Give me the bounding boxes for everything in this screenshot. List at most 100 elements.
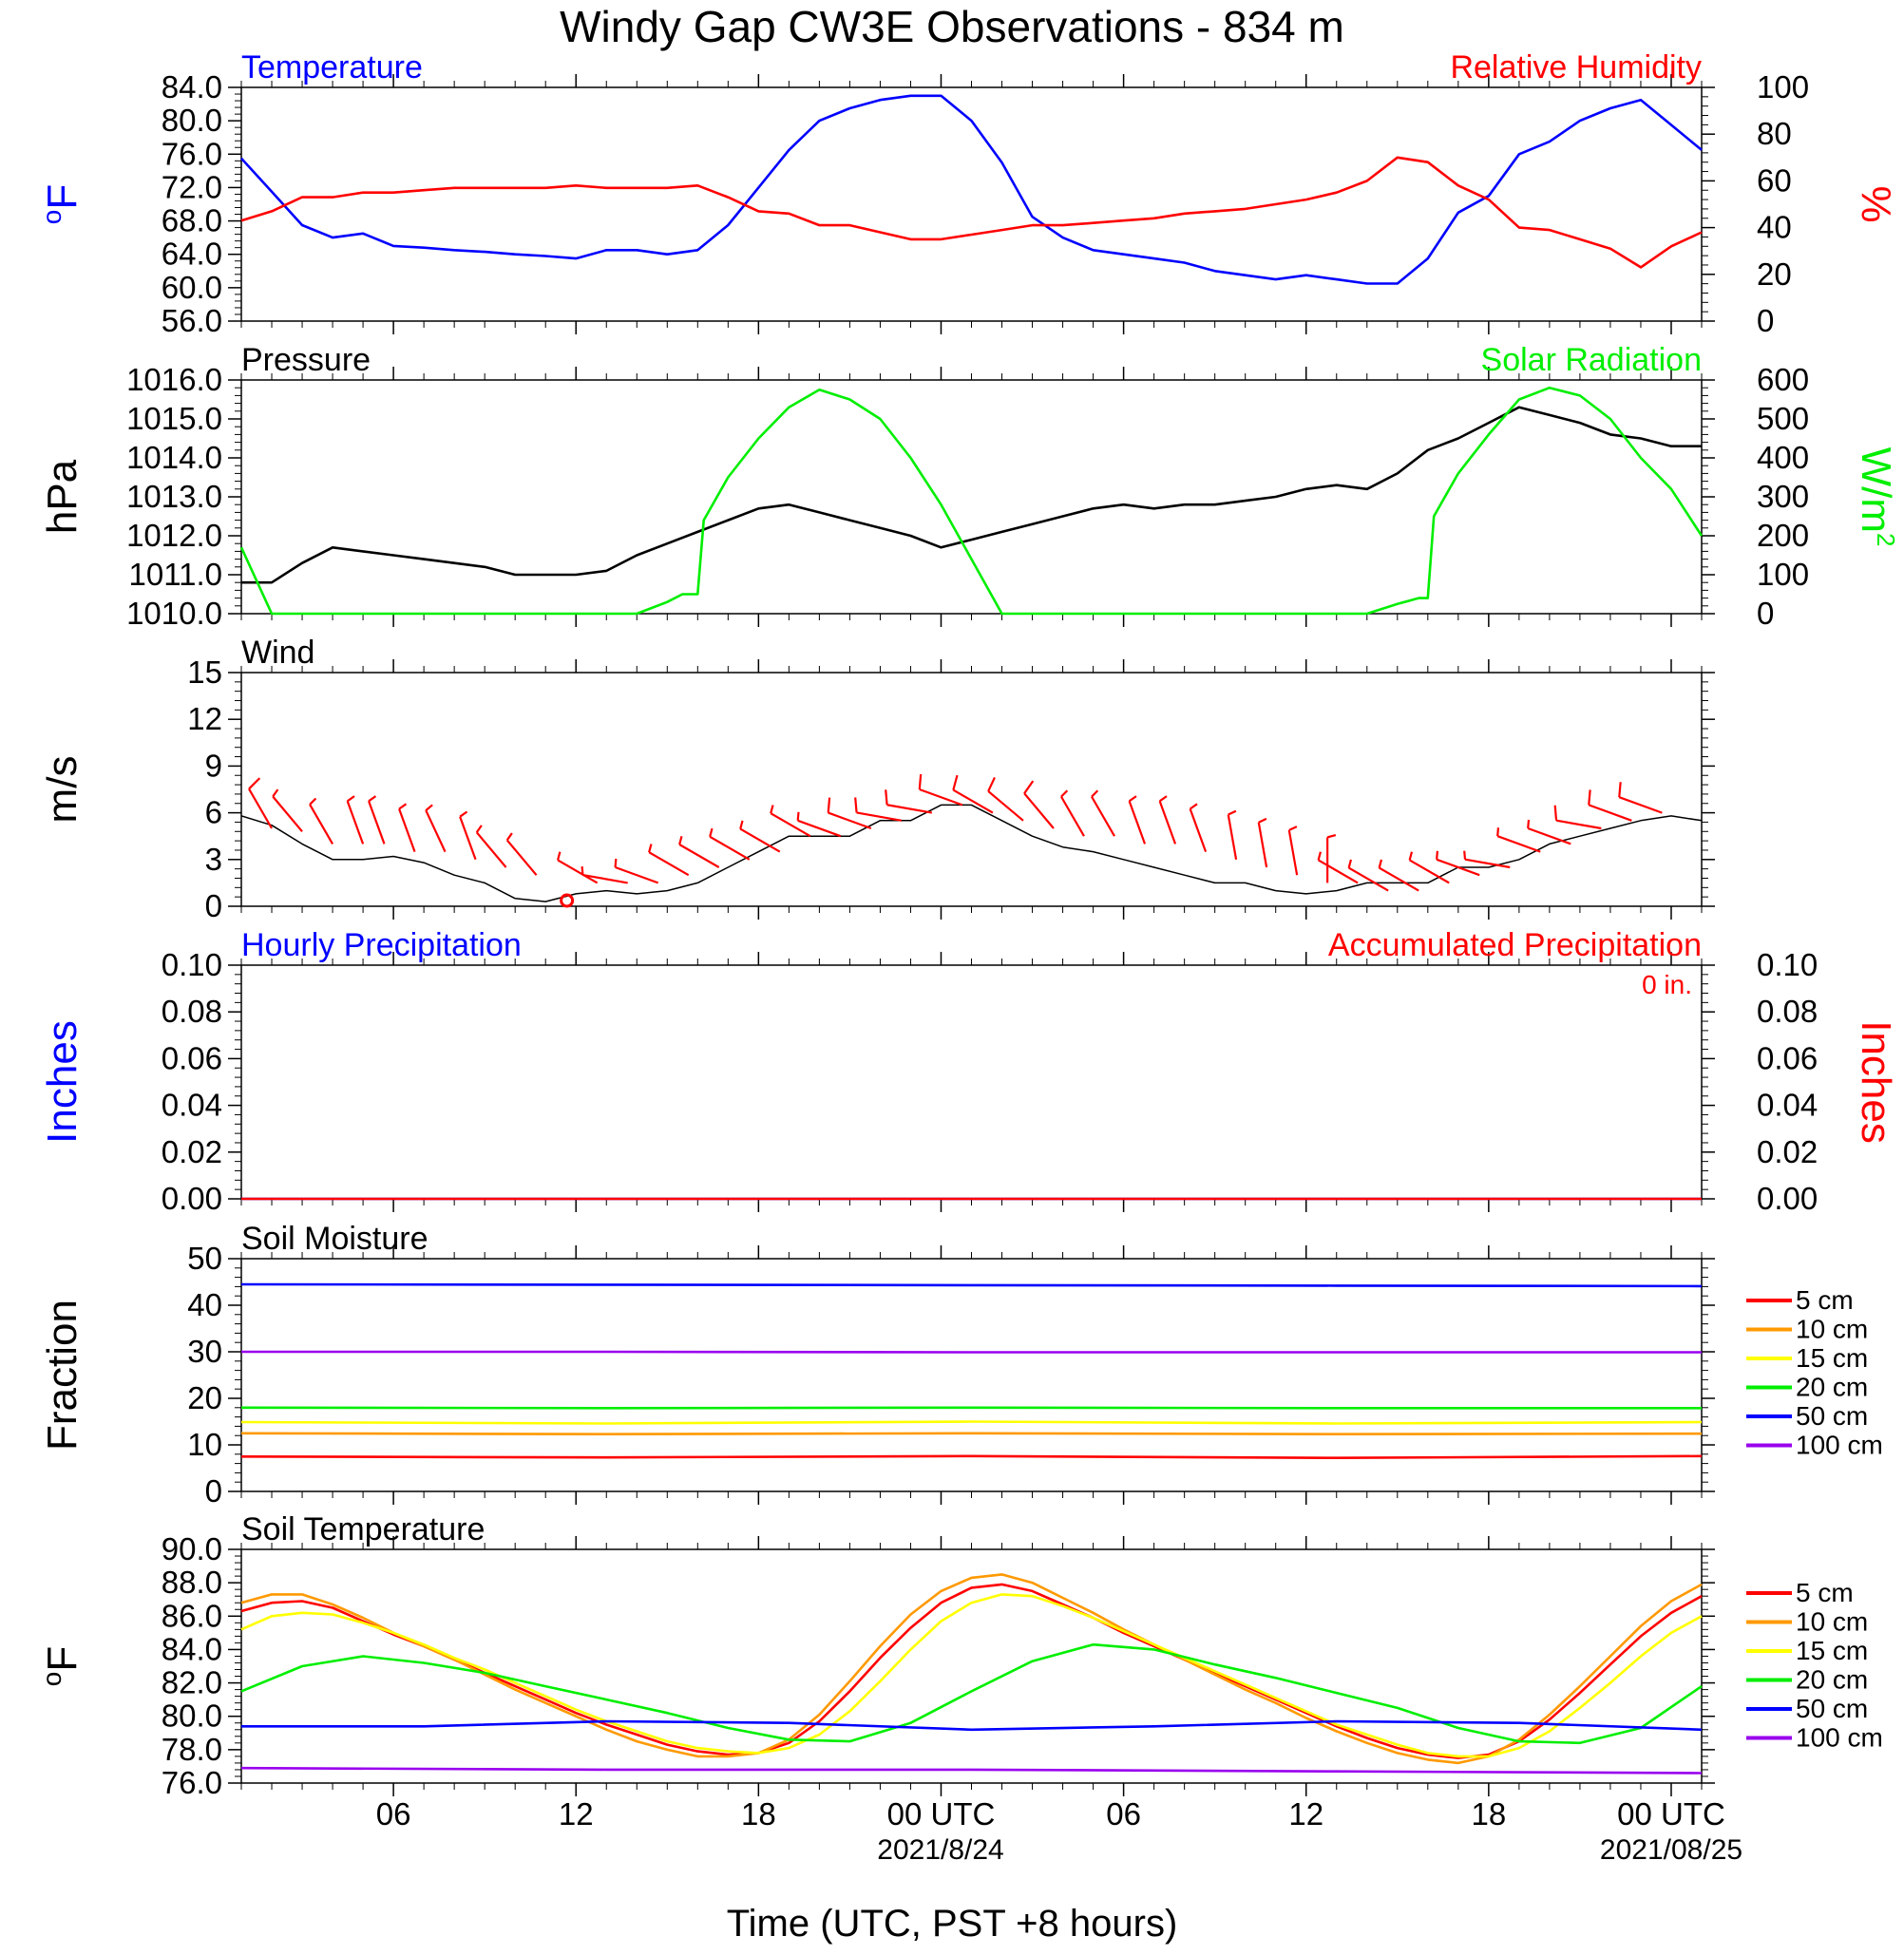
wind-barb-flag bbox=[1618, 782, 1622, 798]
wind-barb bbox=[1318, 859, 1359, 884]
wind-barb-flag bbox=[425, 804, 433, 811]
wind-barb-flag bbox=[739, 820, 744, 829]
wind-barb bbox=[248, 788, 273, 829]
y-tick-label-left: 78.0 bbox=[162, 1732, 222, 1767]
series-line-50-cm bbox=[241, 1719, 1703, 1732]
wind-barb-flag bbox=[770, 805, 774, 814]
legend-label: 50 cm bbox=[1796, 1401, 1868, 1431]
wind-barb bbox=[952, 788, 994, 814]
y-axis-label-left: Fraction bbox=[39, 1300, 86, 1451]
wind-barb-flag bbox=[398, 803, 408, 810]
y-tick-label-left: 0.10 bbox=[162, 947, 222, 982]
wind-barb-flag bbox=[918, 773, 923, 790]
wind-barb bbox=[475, 831, 507, 868]
legend-label: 50 cm bbox=[1796, 1694, 1868, 1723]
panel-title-left: Soil Temperature bbox=[241, 1511, 485, 1547]
wind-barb-flag bbox=[614, 858, 618, 868]
y-tick-label-right: 40 bbox=[1757, 210, 1792, 245]
wind-barb bbox=[557, 859, 599, 884]
wind-barb-flag bbox=[1553, 805, 1558, 821]
y-tick-label-left: 0 bbox=[205, 1473, 222, 1509]
y-tick-label-left: 15 bbox=[187, 655, 222, 690]
wind-barb bbox=[1436, 858, 1480, 877]
wind-barb bbox=[739, 827, 781, 853]
wind-barb bbox=[1379, 866, 1419, 892]
y-tick-label-right: 500 bbox=[1757, 401, 1809, 436]
wind-barb bbox=[582, 873, 628, 884]
y-tick-label-left: 20 bbox=[187, 1380, 222, 1415]
legend-label: 15 cm bbox=[1796, 1636, 1868, 1665]
y-tick-label-left: 50 bbox=[187, 1241, 222, 1276]
legend-label: 10 cm bbox=[1796, 1607, 1868, 1637]
x-date-label-2: 2021/08/25 bbox=[1600, 1834, 1742, 1866]
wind-barb-flag bbox=[709, 827, 714, 838]
y-tick-label-left: 0.00 bbox=[162, 1181, 222, 1216]
wind-barb-flag bbox=[248, 777, 261, 790]
wind-barb bbox=[856, 811, 903, 822]
y-tick-label-left: 10 bbox=[187, 1427, 222, 1462]
wind-barb bbox=[770, 812, 811, 838]
y-tick-label-right: 60 bbox=[1757, 162, 1792, 198]
panel-wind: 15 12 9 6 3 0 Wind m/s bbox=[39, 635, 1715, 923]
series-line-10-cm bbox=[240, 1573, 1703, 1765]
wind-barb bbox=[648, 851, 690, 877]
figure-title: Windy Gap CW3E Observations - 834 m bbox=[560, 2, 1344, 51]
wind-barb-flag bbox=[1463, 850, 1467, 860]
panel-frame bbox=[240, 379, 1703, 615]
y-tick-label-left: 76.0 bbox=[162, 1765, 222, 1800]
wind-barb-flag bbox=[952, 774, 959, 790]
wind-barb bbox=[1023, 792, 1055, 829]
y-tick-label-right: 0.00 bbox=[1757, 1181, 1818, 1216]
wind-barb bbox=[678, 844, 720, 868]
series-line-20-cm bbox=[240, 1406, 1702, 1410]
x-tick-label: 00 UTC bbox=[887, 1796, 996, 1832]
wind-barb bbox=[615, 865, 659, 884]
y-tick-label-left: 56.0 bbox=[162, 303, 222, 338]
wind-barb-flag bbox=[1128, 795, 1137, 803]
y-tick-label-right: 0.06 bbox=[1757, 1040, 1818, 1075]
panel-frame bbox=[240, 1548, 1703, 1784]
wind-barb-flag bbox=[1091, 789, 1099, 798]
y-axis-label-left: m/s bbox=[39, 756, 86, 824]
y-tick-label-left: 1014.0 bbox=[126, 440, 222, 475]
x-tick-label: 00 UTC bbox=[1617, 1796, 1725, 1832]
y-tick-label-left: 90.0 bbox=[162, 1531, 222, 1566]
y-tick-label-right: 200 bbox=[1757, 518, 1809, 553]
series-line-20-cm bbox=[240, 1642, 1703, 1745]
wind-barb-flag bbox=[796, 811, 800, 821]
series-line-solar-radiation bbox=[239, 386, 1704, 616]
y-tick-label-right: 0.02 bbox=[1757, 1134, 1818, 1169]
panel-soil-temperature: 90.088.086.084.082.080.078.076.0 Soil Tem… bbox=[37, 1511, 1883, 1832]
wind-barb bbox=[1464, 858, 1511, 869]
wind-barb bbox=[987, 790, 1024, 822]
y-tick-label-left: 80.0 bbox=[162, 103, 222, 138]
legend-label: 20 cm bbox=[1796, 1373, 1868, 1402]
wind-barb-flag bbox=[1496, 827, 1500, 837]
wind-barb bbox=[309, 804, 334, 845]
wind-barb bbox=[919, 788, 963, 807]
y-tick-label-left: 0.08 bbox=[162, 994, 222, 1029]
panel-frame bbox=[240, 672, 1703, 907]
wind-barb bbox=[368, 800, 386, 845]
x-tick-label: 12 bbox=[1288, 1796, 1323, 1832]
series-line-15-cm bbox=[240, 1593, 1703, 1758]
panel-precipitation: 0.10 0.08 0.06 0.04 0.02 0.00 0.10 0.08 0.06 0.04… bbox=[39, 927, 1899, 1216]
y-tick-label-left: 1016.0 bbox=[126, 362, 222, 397]
legend-label: 100 cm bbox=[1796, 1431, 1883, 1460]
wind-barb-flag bbox=[459, 810, 468, 818]
y-tick-label-right: 0.04 bbox=[1757, 1088, 1818, 1123]
y-tick-label-left: 1012.0 bbox=[126, 518, 222, 553]
wind-barb-flag bbox=[1158, 795, 1168, 803]
y-tick-label-left: 0 bbox=[205, 888, 222, 923]
y-tick-label-left: 60.0 bbox=[162, 270, 222, 305]
y-axis-label-left: hPa bbox=[39, 459, 86, 534]
wind-barb-flag bbox=[885, 789, 888, 806]
series-line-100-cm bbox=[241, 1350, 1702, 1354]
wind-barb bbox=[1158, 800, 1177, 845]
series-line-100-cm bbox=[240, 1766, 1703, 1775]
wind-barb bbox=[425, 809, 447, 853]
wind-barb-flag bbox=[475, 825, 483, 833]
wind-barb-flag bbox=[987, 776, 996, 792]
wind-barb bbox=[1189, 808, 1208, 852]
